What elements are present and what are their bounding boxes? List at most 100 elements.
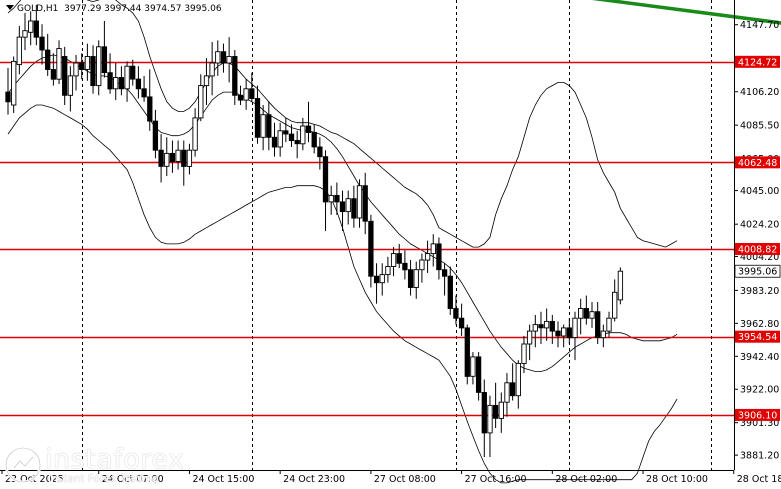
candle	[56, 40, 62, 84]
candle-body	[561, 327, 567, 337]
candle	[509, 363, 516, 401]
candle	[147, 69, 153, 131]
candle-body	[243, 88, 249, 101]
candle	[470, 352, 476, 385]
instaforex-watermark: instaforex Instant Forex Trading	[4, 444, 184, 486]
y-tick-label: 3983.20	[740, 286, 779, 297]
candle	[549, 314, 555, 345]
candle	[475, 352, 482, 401]
day-separators	[82, 0, 712, 470]
instaforex-logo-icon	[4, 446, 42, 484]
candle-body	[96, 46, 102, 87]
candle	[84, 43, 91, 81]
candle-body	[203, 75, 210, 87]
candle-body	[487, 404, 493, 434]
candle-body	[288, 133, 295, 142]
y-tick-label: 4106.20	[740, 87, 779, 98]
candle-body	[62, 56, 68, 96]
candle-body	[141, 88, 147, 98]
candle	[419, 253, 425, 283]
candle	[498, 392, 504, 433]
level-price-label: 4008.82	[738, 245, 777, 256]
candle	[532, 314, 538, 348]
candle	[198, 74, 204, 122]
candle	[441, 263, 448, 296]
candle	[311, 124, 317, 154]
candle-body	[79, 62, 85, 70]
candle-body	[441, 269, 448, 277]
candle-body	[260, 114, 266, 138]
y-tick-label: 4045.00	[740, 186, 779, 197]
candle	[606, 311, 612, 338]
candle	[113, 62, 119, 101]
candle-body	[532, 324, 538, 332]
candle-body	[73, 62, 79, 77]
candle	[538, 311, 544, 345]
candle	[555, 321, 561, 348]
candle-body	[226, 56, 232, 64]
candle	[515, 360, 521, 409]
candle-body	[464, 327, 470, 377]
candle	[379, 263, 385, 296]
candle-body	[492, 404, 499, 419]
horizontal-levels	[0, 61, 734, 417]
candle	[62, 46, 68, 105]
candle	[118, 66, 125, 96]
candle-body	[5, 91, 11, 103]
trend-line-segment[interactable]	[581, 0, 781, 32]
candle	[16, 25, 22, 75]
candle	[504, 373, 510, 417]
candle-body	[385, 266, 391, 276]
bollinger-upper	[7, 0, 678, 248]
candle	[543, 308, 550, 341]
candle	[164, 137, 170, 177]
candle	[192, 108, 198, 157]
candle	[175, 140, 181, 170]
candle	[396, 243, 402, 269]
y-tick-label: 3942.40	[740, 352, 779, 363]
candle-body	[328, 194, 334, 203]
candle	[39, 24, 45, 65]
candle	[566, 318, 572, 345]
candle	[317, 137, 323, 170]
symbol-label: GOLD,H1	[17, 4, 59, 14]
candle-body	[28, 20, 34, 33]
candle-body	[232, 56, 238, 96]
candle	[101, 20, 108, 78]
candle	[617, 267, 624, 305]
candle	[226, 37, 232, 83]
candle-body	[277, 130, 283, 148]
candle	[169, 140, 176, 173]
y-tick-label: 4085.50	[740, 121, 779, 132]
candle	[288, 124, 295, 147]
candle-body	[458, 317, 465, 329]
candle	[424, 240, 431, 273]
candle-body	[266, 114, 272, 138]
candle-body	[617, 270, 624, 301]
candle-body	[130, 65, 136, 80]
candle-body	[362, 185, 368, 222]
bollinger-lower	[7, 104, 678, 484]
candle-body	[175, 149, 181, 162]
candle-body	[45, 49, 51, 70]
collapse-arrow-icon[interactable]	[6, 5, 14, 10]
candle	[90, 45, 96, 94]
candle	[407, 260, 414, 296]
candle-body	[351, 198, 357, 219]
candle	[107, 53, 113, 94]
candle-body	[84, 56, 91, 70]
candle	[96, 40, 102, 96]
candle-body	[101, 46, 108, 74]
candle-body	[294, 140, 300, 145]
candle-body	[90, 56, 96, 87]
y-tick-label: 4024.20	[740, 220, 779, 231]
y-tick-label: 3922.00	[740, 385, 779, 396]
candle	[356, 179, 363, 228]
candle	[328, 185, 334, 215]
candle	[595, 302, 601, 345]
candle	[243, 79, 249, 110]
candle	[334, 182, 340, 215]
candle-body	[549, 320, 555, 332]
